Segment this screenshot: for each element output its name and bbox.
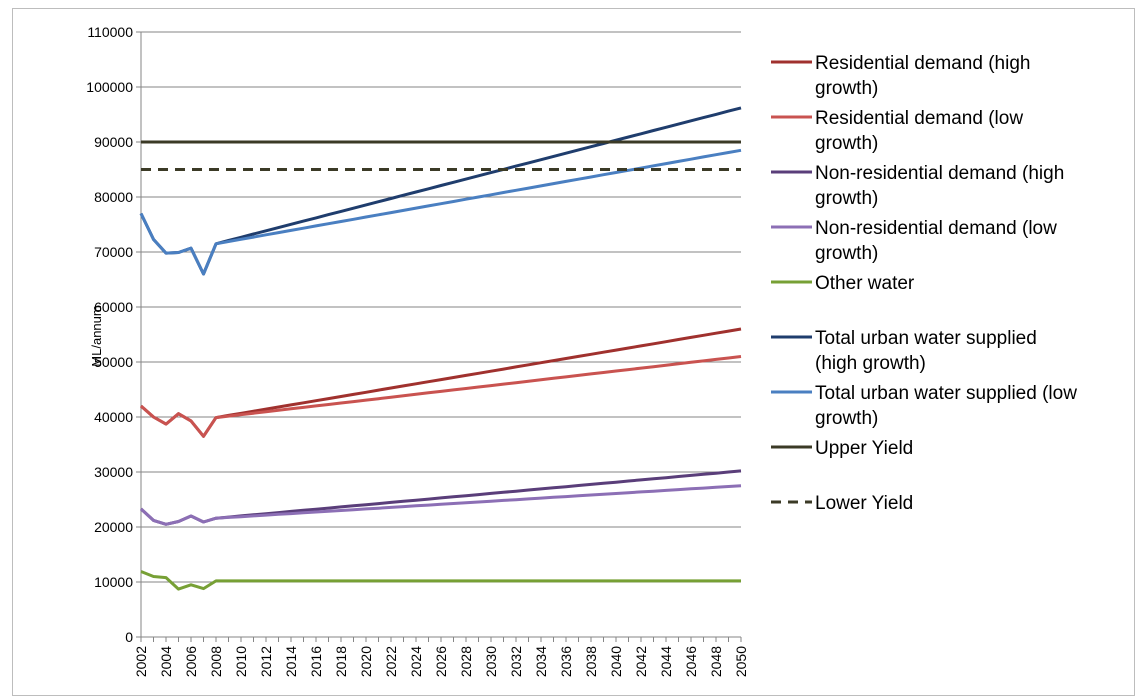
y-tick-label: 80000	[94, 189, 133, 205]
series-line-6	[139, 106, 742, 276]
y-tick-label: 110000	[87, 24, 133, 40]
y-tick-label: 20000	[94, 519, 133, 535]
y-axis-title: ML/annum	[89, 305, 104, 366]
x-tick-labels: 2002 2004 2006 2008 2010 2012 2014 2016 2018 2020…	[133, 646, 749, 677]
legend-label: Lower Yield	[815, 493, 913, 514]
legend: Residential demand (high growth) Residenti…	[771, 53, 1077, 514]
x-tick-label: 2026	[433, 646, 449, 677]
y-tick-label: 70000	[94, 244, 133, 260]
x-tick-label: 2034	[533, 646, 549, 677]
series-line-5	[140, 570, 741, 591]
x-tick-label: 2036	[558, 646, 574, 677]
y-tick-label: 90000	[94, 134, 133, 150]
y-tick-label: 50000	[94, 354, 133, 370]
x-tick-label: 2020	[358, 646, 374, 677]
x-tick-label: 2048	[708, 646, 724, 677]
gridlines	[141, 31, 741, 583]
legend-label: Non-residential demand (high	[815, 163, 1064, 184]
x-tick-label: 2008	[208, 646, 224, 677]
legend-label: growth)	[815, 243, 878, 264]
x-tick-label: 2014	[283, 646, 299, 677]
x-tick-label: 2004	[158, 646, 174, 677]
x-tick-label: 2018	[333, 646, 349, 677]
legend-label: Total urban water supplied	[815, 328, 1037, 349]
x-tick-label: 2002	[133, 646, 149, 677]
y-tick-labels: 0 10000 20000 30000 40000 50000 60000 70000 8000…	[86, 24, 133, 645]
x-tick-label: 2024	[408, 646, 424, 677]
legend-label: Other water	[815, 273, 915, 294]
legend-label: growth)	[815, 408, 878, 429]
x-tick-label: 2050	[733, 646, 749, 677]
legend-label: Residential demand (high	[815, 53, 1030, 74]
x-tick-label: 2028	[458, 646, 474, 677]
y-tick-label: 0	[125, 629, 133, 645]
legend-label: Upper Yield	[815, 438, 913, 459]
x-tick-label: 2016	[308, 646, 324, 677]
legend-label: Residential demand (low	[815, 108, 1023, 129]
series-line-4	[139, 484, 742, 526]
x-tick-label: 2022	[383, 646, 399, 677]
legend-label: growth)	[815, 133, 878, 154]
y-tick-label: 100000	[86, 79, 133, 95]
x-tick-label: 2010	[233, 646, 249, 677]
legend-label: (high growth)	[815, 353, 926, 374]
legend-label: growth)	[815, 188, 878, 209]
series-line-2	[140, 355, 742, 438]
x-tick-label: 2044	[658, 646, 674, 677]
chart-frame	[12, 8, 1135, 696]
legend-label: Non-residential demand (low	[815, 218, 1057, 239]
y-tick-label: 60000	[94, 299, 133, 315]
x-tick-label: 2012	[258, 646, 274, 677]
x-tick-label: 2040	[608, 646, 624, 677]
series-line-1	[140, 327, 742, 438]
x-tick-label: 2046	[683, 646, 699, 677]
x-tick-label: 2038	[583, 646, 599, 677]
series-lines	[139, 106, 742, 591]
y-tick-label: 10000	[94, 574, 133, 590]
legend-label: growth)	[815, 78, 878, 99]
y-tick-label: 40000	[94, 409, 133, 425]
x-tick-label: 2030	[483, 646, 499, 677]
x-tick-label: 2042	[633, 646, 649, 677]
legend-label: Total urban water supplied (low	[815, 383, 1077, 404]
axes	[136, 31, 742, 642]
y-tick-label: 30000	[94, 464, 133, 480]
x-tick-label: 2006	[183, 646, 199, 677]
x-tick-label: 2032	[508, 646, 524, 677]
